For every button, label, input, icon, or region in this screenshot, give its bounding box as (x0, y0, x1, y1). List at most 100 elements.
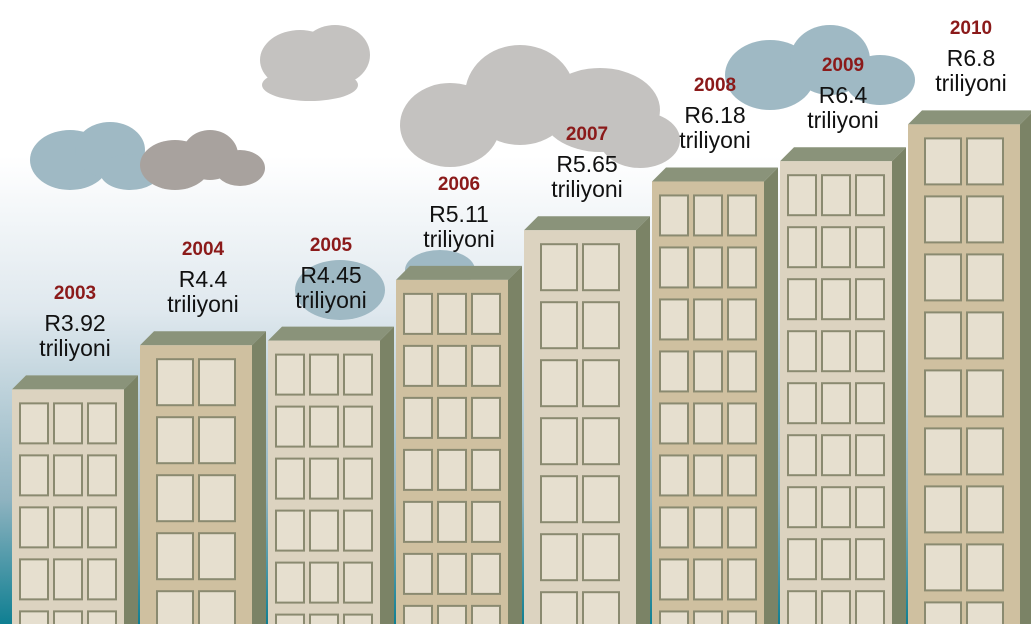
year-label: 2008 (693, 75, 737, 97)
window (821, 226, 851, 269)
year-label: 2005 (309, 234, 353, 256)
window (437, 292, 467, 335)
building-side (124, 375, 138, 624)
window (198, 590, 236, 624)
window (198, 416, 236, 465)
window (540, 359, 578, 408)
window (87, 610, 117, 624)
window (403, 552, 433, 595)
window (87, 506, 117, 549)
window (437, 448, 467, 491)
window (787, 278, 817, 321)
window (343, 457, 373, 500)
window (659, 506, 689, 549)
window (540, 475, 578, 524)
window (924, 543, 962, 592)
window (855, 486, 885, 529)
value-label: R5.11 triliyoni (423, 200, 495, 252)
building-side (892, 147, 906, 624)
window (403, 292, 433, 335)
window (924, 369, 962, 418)
window (156, 416, 194, 465)
window (437, 604, 467, 624)
window (966, 253, 1004, 302)
label-group: 2004 R4.4 triliyoni (143, 239, 263, 317)
year-label: 2006 (437, 173, 481, 195)
value-label: R4.4 triliyoni (167, 266, 239, 318)
building-side (380, 326, 394, 624)
window (437, 500, 467, 543)
window (659, 194, 689, 237)
window (966, 137, 1004, 186)
window (19, 610, 49, 624)
building-side (252, 331, 266, 624)
window (659, 298, 689, 341)
window (855, 278, 885, 321)
window (87, 454, 117, 497)
window (471, 500, 501, 543)
year-label: 2007 (565, 124, 609, 146)
label-group: 2009 R6.4 triliyoni (783, 55, 903, 133)
window (659, 350, 689, 393)
window (471, 292, 501, 335)
window (727, 454, 757, 497)
window (275, 561, 305, 604)
window (787, 382, 817, 425)
window (855, 538, 885, 581)
window (582, 417, 620, 466)
window (19, 454, 49, 497)
value-label: R3.92 triliyoni (39, 310, 111, 362)
window (87, 558, 117, 601)
window (471, 604, 501, 624)
window (275, 613, 305, 624)
window (582, 243, 620, 292)
window (787, 590, 817, 624)
window (924, 195, 962, 244)
window (924, 601, 962, 624)
building-side (508, 265, 522, 624)
window (727, 402, 757, 445)
value-label: R6.4 triliyoni (807, 82, 879, 134)
building-side (1020, 113, 1031, 624)
window (821, 486, 851, 529)
window (659, 454, 689, 497)
value-label: R6.18 triliyoni (679, 102, 751, 154)
window (727, 246, 757, 289)
label-group: 2006 R5.11 triliyoni (399, 174, 519, 252)
window (309, 509, 339, 552)
building-roof (908, 110, 1031, 125)
window (471, 448, 501, 491)
value-label: R4.45 triliyoni (295, 261, 367, 313)
year-label: 2004 (181, 239, 225, 261)
window (309, 561, 339, 604)
window (156, 532, 194, 581)
building-roof (12, 375, 138, 390)
window (403, 396, 433, 439)
cloud (725, 25, 915, 110)
window (309, 405, 339, 448)
year-label: 2009 (821, 55, 865, 77)
window (471, 344, 501, 387)
window (727, 350, 757, 393)
window (582, 359, 620, 408)
building-roof (524, 216, 650, 231)
cloud (400, 45, 680, 168)
window (821, 590, 851, 624)
window (693, 610, 723, 624)
window (821, 330, 851, 373)
window (821, 538, 851, 581)
window (966, 543, 1004, 592)
window (53, 558, 83, 601)
window (275, 457, 305, 500)
value-label: R6.8 triliyoni (935, 45, 1007, 97)
window (693, 298, 723, 341)
window (309, 457, 339, 500)
window (471, 552, 501, 595)
window (924, 485, 962, 534)
window (821, 174, 851, 217)
cloud (30, 122, 160, 190)
window (659, 610, 689, 624)
window (924, 253, 962, 302)
building-side (636, 216, 650, 624)
window (471, 396, 501, 439)
